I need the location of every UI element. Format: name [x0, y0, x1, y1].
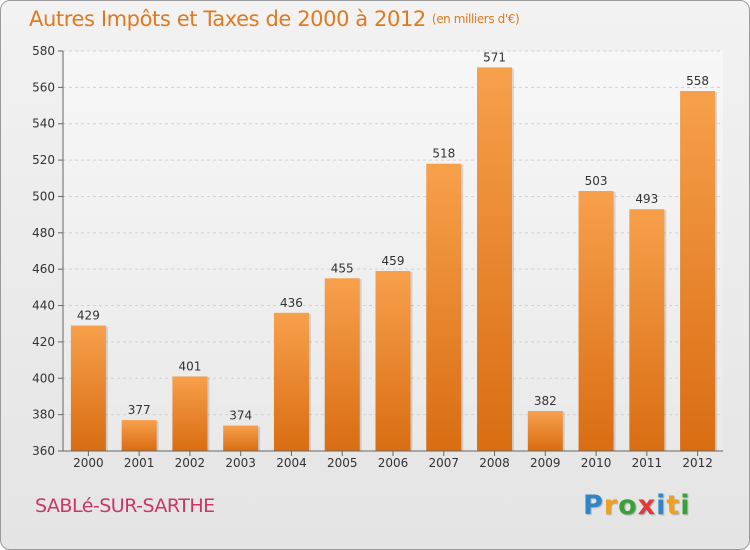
bar-value-label: 558: [686, 74, 709, 88]
bar: [121, 420, 157, 451]
logo-letter: i: [656, 490, 667, 521]
x-tick-label: 2006: [378, 456, 409, 470]
x-tick-label: 2007: [428, 456, 459, 470]
bar: [680, 91, 716, 451]
bar-value-label: 455: [331, 261, 354, 275]
x-tick-label: 2005: [327, 456, 358, 470]
logo-letter: t: [666, 490, 681, 521]
y-tick-label: 480: [32, 226, 55, 240]
bar: [273, 312, 309, 451]
y-tick-label: 580: [32, 44, 55, 58]
bar-value-label: 436: [280, 296, 303, 310]
x-tick-label: 2002: [175, 456, 206, 470]
logo-letter: i: [680, 490, 691, 521]
x-tick-label: 2012: [682, 456, 713, 470]
x-tick-label: 2011: [632, 456, 663, 470]
y-tick-label: 560: [32, 80, 55, 94]
bar-value-label: 503: [585, 174, 608, 188]
bar: [527, 411, 563, 451]
logo-letter: o: [618, 490, 638, 521]
x-tick-label: 2010: [581, 456, 612, 470]
logo-letter: r: [603, 490, 619, 521]
y-tick-label: 520: [32, 153, 55, 167]
bar-value-label: 571: [483, 50, 506, 64]
y-tick-label: 400: [32, 371, 55, 385]
x-tick-label: 2003: [225, 456, 256, 470]
bar-value-label: 377: [128, 403, 151, 417]
bar: [172, 376, 208, 451]
y-tick-label: 440: [32, 299, 55, 313]
bar: [324, 278, 360, 451]
x-tick-label: 2000: [73, 456, 104, 470]
x-tick-label: 2008: [479, 456, 510, 470]
bar: [70, 325, 106, 451]
chart-title: Autres Impôts et Taxes de 2000 à 2012 (en…: [29, 7, 520, 31]
bar: [375, 271, 411, 451]
bar-value-label: 459: [382, 254, 405, 268]
logo-letter: x: [637, 490, 657, 521]
bar: [223, 425, 259, 451]
x-tick-label: 2001: [124, 456, 155, 470]
bar-value-label: 518: [432, 147, 455, 161]
bar: [629, 209, 665, 451]
y-tick-label: 540: [32, 117, 55, 131]
title-unit: (en milliers d'€): [431, 12, 520, 26]
logo-letter: P: [583, 490, 604, 521]
y-tick-label: 500: [32, 189, 55, 203]
y-tick-label: 360: [32, 444, 55, 458]
bar-value-label: 493: [635, 192, 658, 206]
y-tick-label: 460: [32, 262, 55, 276]
x-tick-label: 2009: [530, 456, 561, 470]
bar-value-label: 382: [534, 394, 557, 408]
proxiti-logo: Proxiti: [583, 490, 691, 521]
bar: [477, 67, 513, 451]
bar: [578, 191, 614, 451]
y-tick-label: 380: [32, 408, 55, 422]
bar-value-label: 401: [178, 359, 201, 373]
bar: [426, 163, 462, 451]
x-tick-label: 2004: [276, 456, 307, 470]
bar-value-label: 429: [77, 309, 100, 323]
location-name: SABLé-SUR-SARTHE: [35, 495, 215, 517]
bar-value-label: 374: [229, 409, 252, 423]
y-tick-label: 420: [32, 335, 55, 349]
title-main: Autres Impôts et Taxes de 2000 à 2012: [29, 7, 426, 31]
